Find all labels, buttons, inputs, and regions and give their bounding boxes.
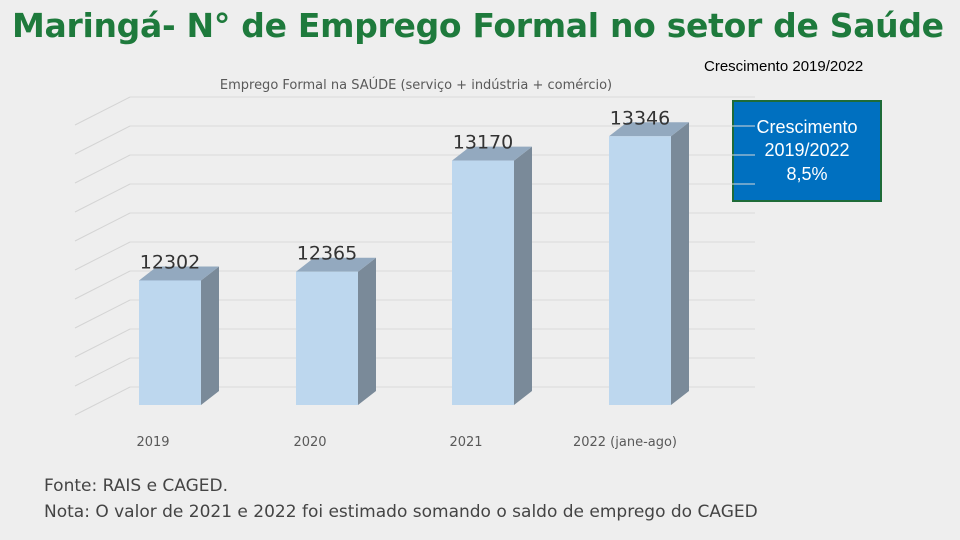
page-title: Maringá- N° de Emprego Formal no setor d… xyxy=(12,6,944,45)
gridline-depth xyxy=(74,270,131,300)
gridline-depth xyxy=(74,96,131,126)
bar xyxy=(609,136,671,405)
growth-callout: Crescimento 2019/2022 8,5% xyxy=(732,100,882,202)
gridline-depth xyxy=(74,241,131,271)
growth-label: Crescimento xyxy=(756,116,858,137)
gridline-depth xyxy=(74,183,131,213)
gridline-depth xyxy=(74,154,131,184)
chart-bars xyxy=(139,122,689,406)
gridline-depth xyxy=(74,125,131,155)
category-label: 2020 xyxy=(293,435,326,450)
bar xyxy=(452,160,514,405)
data-label: 12365 xyxy=(297,243,357,265)
category-label: 2021 xyxy=(449,435,482,450)
footer-source: Fonte: RAIS e CAGED. xyxy=(44,476,229,496)
bar-side xyxy=(201,266,219,405)
bar-top xyxy=(452,146,532,161)
growth-period: 2019/2022 xyxy=(764,140,850,161)
gridline-depth xyxy=(74,386,131,416)
category-label: 2022 (jane-ago) xyxy=(573,435,677,450)
gridline-depth xyxy=(74,328,131,358)
bar-side xyxy=(671,122,689,406)
period-label: Crescimento 2019/2022 xyxy=(704,58,864,75)
footer-note: Nota: O valor de 2021 e 2022 foi estimad… xyxy=(44,502,758,522)
bar-side xyxy=(358,257,376,405)
data-label: 13170 xyxy=(453,132,513,154)
category-label: 2019 xyxy=(136,435,169,450)
bar-top xyxy=(296,257,376,272)
gridline-depth xyxy=(74,212,131,242)
bar xyxy=(139,280,201,405)
bar-side xyxy=(514,146,532,406)
data-label: 12302 xyxy=(140,251,200,273)
data-label: 13346 xyxy=(610,107,670,129)
bar-top xyxy=(139,266,219,281)
gridline-depth xyxy=(74,299,131,329)
chart-labels: 12302 2019 12365 2020 13170 2021 13346 2022 (ja… xyxy=(136,107,677,450)
chart-title: Emprego Formal na SAÚDE (serviço + indús… xyxy=(220,77,612,93)
bar xyxy=(296,271,358,405)
growth-value: 8,5% xyxy=(786,163,828,184)
bar-top xyxy=(609,122,689,137)
gridline-depth xyxy=(74,357,131,387)
